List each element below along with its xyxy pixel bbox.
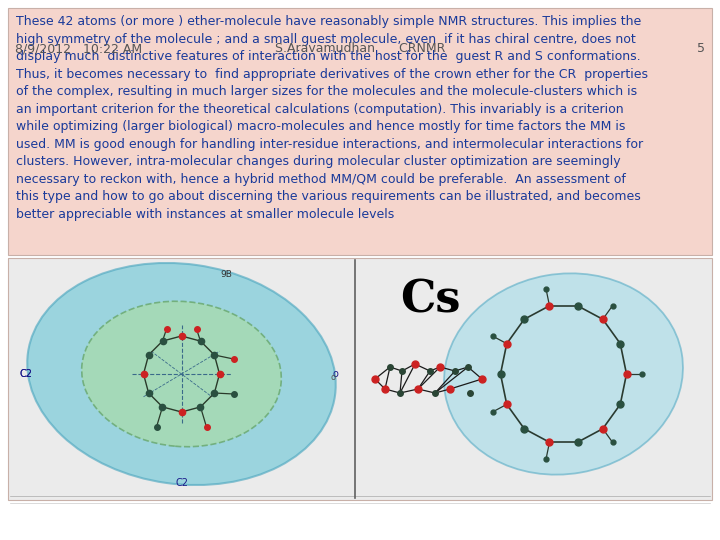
Text: C2: C2 <box>19 369 32 379</box>
Text: These 42 atoms (or more ) ether-molecule have reasonably simple NMR structures. : These 42 atoms (or more ) ether-molecule… <box>17 16 649 221</box>
FancyBboxPatch shape <box>8 258 712 500</box>
Text: 5: 5 <box>697 43 705 56</box>
Text: C2: C2 <box>175 478 188 488</box>
Text: Cs: Cs <box>400 278 460 321</box>
Text: C2: C2 <box>19 369 32 379</box>
Text: 8/9/2012   10:22 AM: 8/9/2012 10:22 AM <box>15 43 142 56</box>
Ellipse shape <box>444 273 683 475</box>
Text: o: o <box>330 373 336 381</box>
Ellipse shape <box>81 301 282 447</box>
FancyBboxPatch shape <box>8 8 712 255</box>
Text: 9B: 9B <box>220 270 233 279</box>
Ellipse shape <box>27 263 336 485</box>
Text: S.Aravamudhan      CRNMR: S.Aravamudhan CRNMR <box>275 43 445 56</box>
Text: o: o <box>332 369 338 379</box>
